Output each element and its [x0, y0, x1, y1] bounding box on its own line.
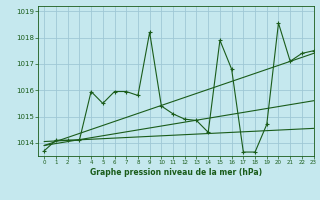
X-axis label: Graphe pression niveau de la mer (hPa): Graphe pression niveau de la mer (hPa): [90, 168, 262, 177]
